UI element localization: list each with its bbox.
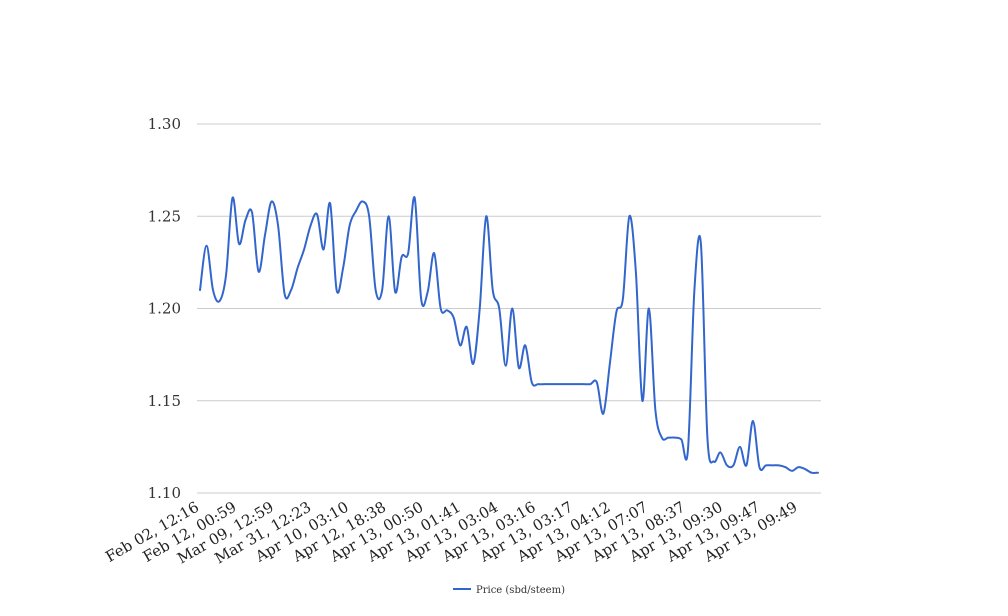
legend: Price (sbd/steem) [453,585,565,596]
y-tick-label: 1.15 [148,392,181,410]
y-tick-label: 1.20 [148,300,181,318]
y-tick-label: 1.25 [148,207,181,225]
y-tick-label: 1.30 [148,115,181,133]
y-tick-label: 1.10 [148,484,181,502]
series-line-price [199,196,819,474]
gridlines [197,123,821,494]
legend-label: Price (sbd/steem) [476,585,565,596]
series-lines [199,196,819,474]
y-axis-tick-labels: 1.10 1.15 1.20 1.25 1.30 [148,115,181,502]
